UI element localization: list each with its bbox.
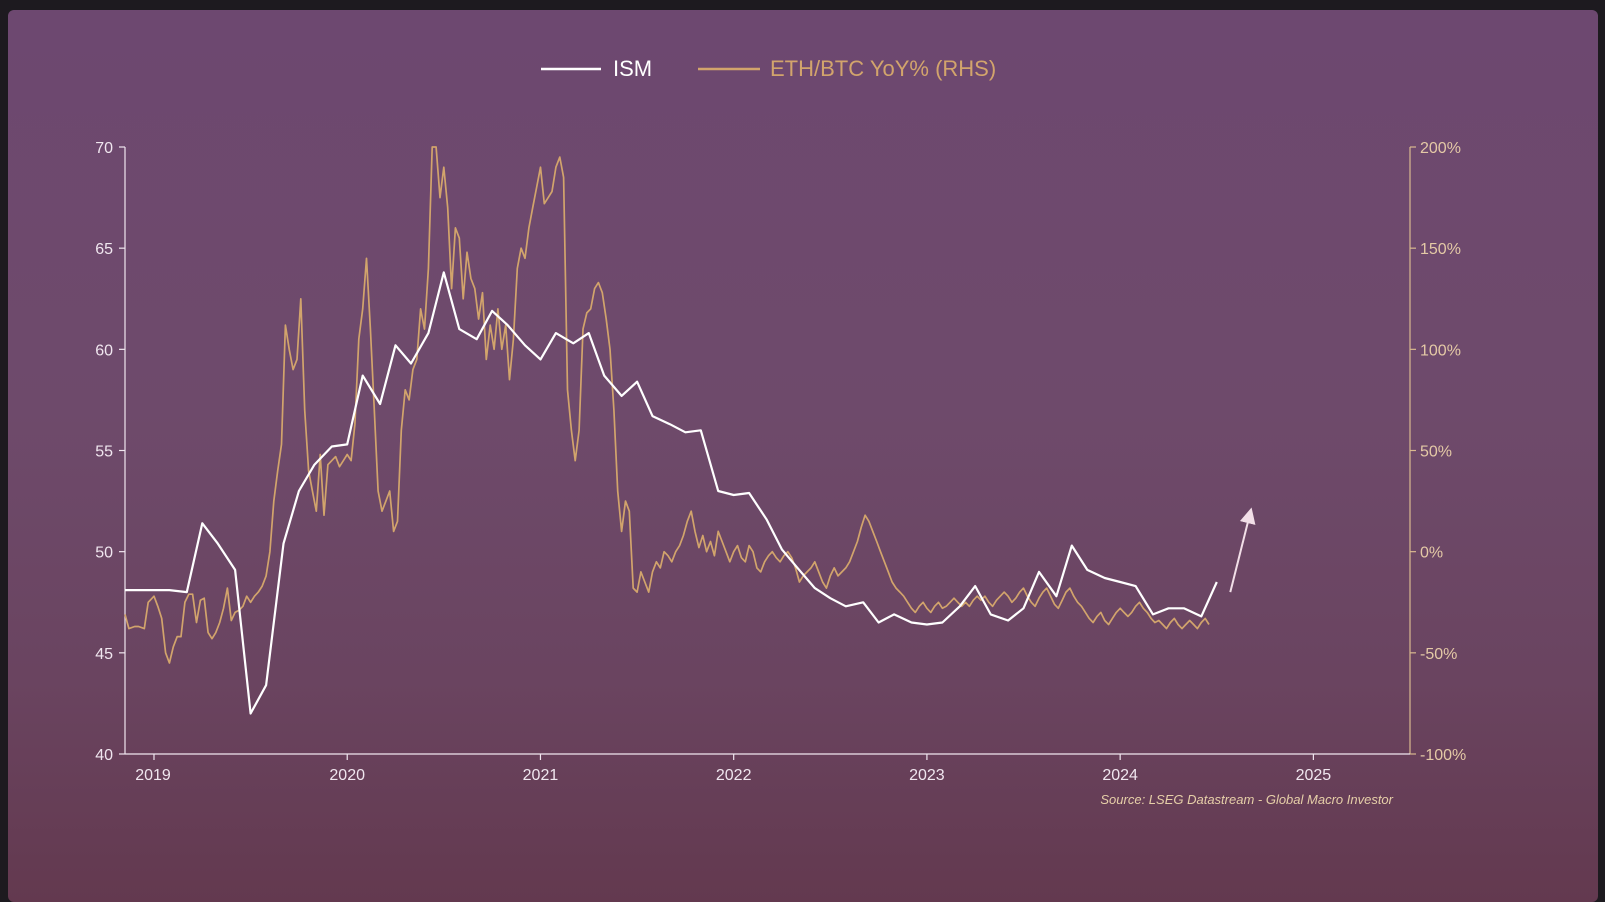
axes: 40 45 50 55 60 65 70 -100% -50% 0% 50% 100% 150% 200%… — [95, 140, 1466, 784]
x-axis-tick-label: 2021 — [523, 767, 559, 784]
right-axis-tick-label: -50% — [1420, 646, 1457, 663]
legend-ethbtc-label: ETH/BTC YoY% (RHS) — [770, 56, 996, 81]
x-axis-tick-label: 2024 — [1102, 767, 1138, 784]
right-axis-tick-label: -100% — [1420, 747, 1466, 764]
chart-panel: ISM ETH/BTC YoY% (RHS) 40 45 50 55 60 65 70 -10… — [8, 10, 1598, 902]
x-axis-tick-label: 2019 — [135, 767, 171, 784]
chart-legend: ISM ETH/BTC YoY% (RHS) — [541, 56, 996, 81]
ism-line — [125, 271, 1218, 715]
left-axis-tick-label: 45 — [95, 646, 113, 663]
series-layer — [124, 146, 1218, 715]
right-axis-tick-label: 0% — [1420, 545, 1443, 562]
left-axis-tick-label: 55 — [95, 444, 113, 461]
x-axis-tick-label: 2023 — [909, 767, 945, 784]
left-axis-tick-label: 70 — [95, 140, 113, 157]
forecast-arrow — [1229, 507, 1256, 593]
right-axis-tick-label: 150% — [1420, 241, 1461, 258]
x-axis-tick-label: 2020 — [329, 767, 365, 784]
left-axis-tick-label: 50 — [95, 545, 113, 562]
legend-ism-label: ISM — [613, 56, 652, 81]
left-axis-tick-label: 60 — [95, 342, 113, 359]
x-axis-tick-label: 2022 — [716, 767, 752, 784]
x-axis-tick-label: 2025 — [1296, 767, 1332, 784]
right-axis-tick-label: 50% — [1420, 444, 1452, 461]
right-axis-tick-label: 100% — [1420, 342, 1461, 359]
left-axis-tick-label: 40 — [95, 747, 113, 764]
annotation-layer — [1229, 507, 1256, 593]
chart-svg: ISM ETH/BTC YoY% (RHS) 40 45 50 55 60 65 70 -10… — [95, 56, 1466, 807]
source-note: Source: LSEG Datastream - Global Macro I… — [1100, 792, 1393, 807]
right-axis-tick-label: 200% — [1420, 140, 1461, 157]
left-axis-tick-label: 65 — [95, 241, 113, 258]
ethbtc-line — [124, 146, 1210, 664]
